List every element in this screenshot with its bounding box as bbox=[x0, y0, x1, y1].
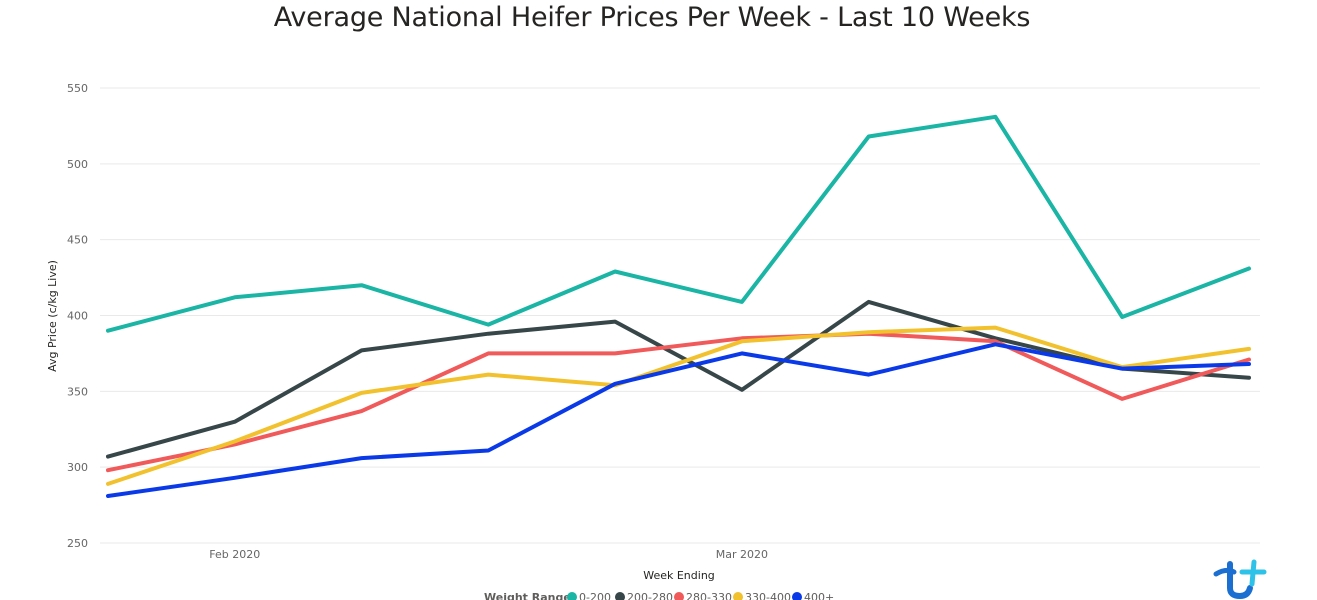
y-tick-label: 350 bbox=[67, 385, 88, 398]
grid-lines bbox=[100, 87, 1260, 544]
y-tick-label: 450 bbox=[67, 234, 88, 247]
brand-logo bbox=[1213, 559, 1267, 600]
legend-marker-0-200 bbox=[567, 592, 577, 600]
legend-marker-330-400 bbox=[733, 592, 743, 600]
y-tick-label: 250 bbox=[67, 537, 88, 550]
series-line-330-400 bbox=[106, 325, 1251, 486]
series-line-0-200 bbox=[106, 114, 1251, 333]
legend-label: 330-400 bbox=[745, 591, 791, 600]
x-tick-label: Mar 2020 bbox=[716, 548, 768, 561]
legend-label: 0-200 bbox=[579, 591, 611, 600]
x-tick-label: Feb 2020 bbox=[209, 548, 260, 561]
y-axis-ticks: 250 300 350 400 450 500 550 bbox=[67, 82, 88, 550]
series-line-200-280 bbox=[106, 299, 1251, 459]
legend-marker-200-280 bbox=[615, 592, 625, 600]
series-line-400+ bbox=[106, 342, 1251, 498]
legend-label: 200-280 bbox=[627, 591, 673, 600]
legend-marker-280-330 bbox=[674, 592, 684, 600]
legend-title: Weight Range bbox=[484, 591, 571, 600]
y-tick-label: 500 bbox=[67, 158, 88, 171]
y-tick-label: 300 bbox=[67, 461, 88, 474]
legend-label: 280-330 bbox=[686, 591, 732, 600]
y-tick-label: 400 bbox=[67, 310, 88, 323]
series-line-280-330 bbox=[106, 331, 1251, 473]
legend-label: 400+ bbox=[804, 591, 834, 600]
series-lines bbox=[106, 114, 1251, 498]
y-axis-title: Avg Price (c/kg Live) bbox=[46, 260, 59, 372]
chart-title: Average National Heifer Prices Per Week … bbox=[273, 2, 1031, 33]
x-axis-title: Week Ending bbox=[643, 569, 715, 582]
legend-marker-400+ bbox=[792, 592, 802, 600]
x-axis-ticks: Feb 2020 Mar 2020 bbox=[209, 548, 768, 561]
legend: Weight Range 0-200 200-280 280-330 330-400 40… bbox=[484, 591, 834, 600]
y-tick-label: 550 bbox=[67, 82, 88, 95]
